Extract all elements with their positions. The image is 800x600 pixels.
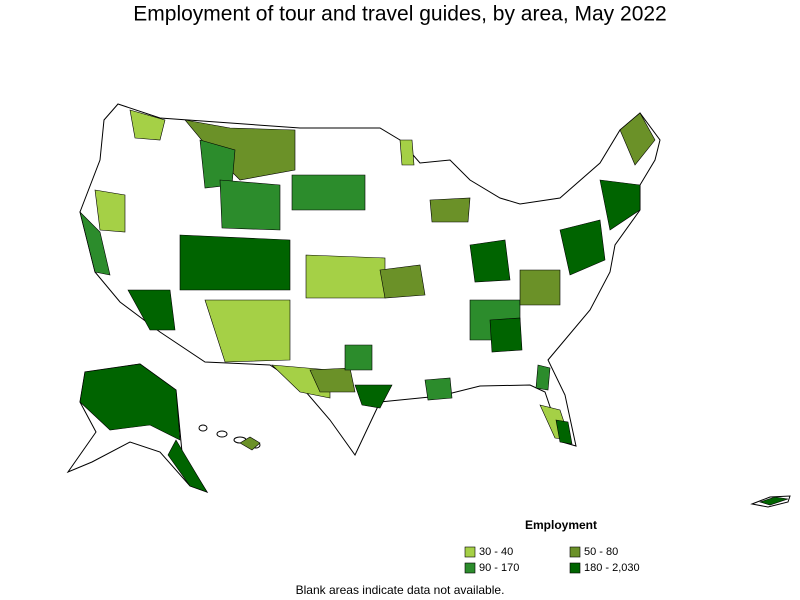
legend-label: 30 - 40 (479, 546, 513, 558)
legend-label: 50 - 80 (584, 546, 618, 558)
map-area (399, 139, 415, 166)
map-area (535, 364, 551, 391)
map-area (519, 269, 561, 306)
map-area (129, 109, 166, 141)
map-area (759, 496, 789, 506)
footnote: Blank areas indicate data not available. (296, 583, 505, 597)
legend-label: 180 - 2,030 (584, 562, 640, 574)
map-area (489, 317, 523, 353)
map-area (379, 264, 426, 299)
map-area (79, 211, 111, 276)
legend-label: 90 - 170 (479, 562, 519, 574)
map (66, 103, 791, 508)
map-area (204, 299, 291, 363)
map-area (619, 112, 656, 166)
map-area (354, 384, 393, 409)
map-area (219, 179, 281, 231)
map-title: Employment of tour and travel guides, by… (133, 3, 666, 26)
legend-swatch (569, 562, 581, 574)
map-area (239, 436, 261, 451)
map-area (559, 219, 606, 276)
map-area (469, 239, 511, 283)
map-area (429, 197, 471, 223)
legend-swatch (464, 546, 476, 558)
legend-swatch (464, 562, 476, 574)
map-area (94, 189, 126, 233)
map-area (555, 419, 573, 445)
map-area (179, 234, 291, 291)
map-area (167, 439, 208, 493)
map-area (599, 179, 641, 231)
legend-swatch (569, 546, 581, 558)
map-area (424, 377, 453, 401)
legend-title: Employment (525, 518, 597, 532)
map-area (305, 254, 386, 299)
map-area (344, 344, 373, 371)
map-area (309, 367, 356, 393)
map-area (291, 174, 366, 211)
map-area (79, 363, 181, 441)
legend: 30 - 40 50 - 80 90 - 170 180 - 2,030 (464, 546, 640, 574)
map-area (127, 289, 176, 331)
